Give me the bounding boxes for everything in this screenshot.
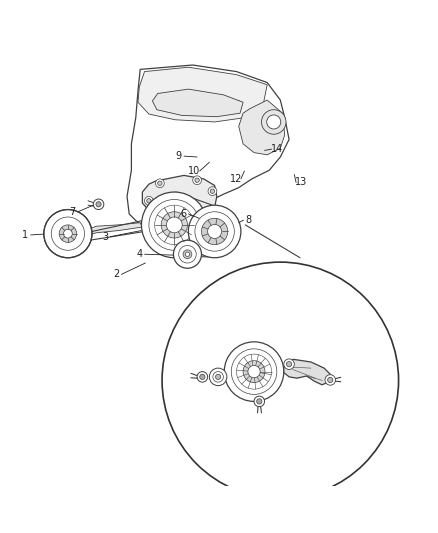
Circle shape: [200, 374, 205, 379]
Circle shape: [44, 209, 92, 258]
Text: 7: 7: [70, 207, 76, 217]
Circle shape: [208, 224, 222, 238]
Text: 4: 4: [136, 249, 142, 259]
Circle shape: [93, 199, 104, 209]
Text: 8: 8: [246, 215, 252, 225]
Polygon shape: [138, 67, 267, 122]
Circle shape: [173, 240, 201, 268]
Circle shape: [209, 368, 227, 386]
Circle shape: [261, 110, 286, 134]
Polygon shape: [152, 89, 243, 117]
Circle shape: [158, 181, 162, 185]
Circle shape: [155, 179, 164, 188]
Circle shape: [147, 199, 151, 203]
Circle shape: [161, 212, 187, 238]
Circle shape: [267, 115, 281, 129]
Circle shape: [325, 375, 336, 385]
Circle shape: [183, 250, 192, 259]
Circle shape: [162, 262, 399, 499]
Circle shape: [286, 361, 292, 367]
Circle shape: [188, 205, 241, 258]
Circle shape: [96, 201, 101, 207]
Circle shape: [215, 374, 221, 379]
Polygon shape: [85, 223, 142, 236]
Circle shape: [284, 359, 294, 369]
Text: 12: 12: [230, 174, 242, 184]
Circle shape: [166, 217, 182, 233]
Circle shape: [328, 377, 333, 383]
Circle shape: [64, 229, 72, 238]
Text: 9: 9: [176, 151, 182, 161]
Circle shape: [197, 372, 208, 382]
Text: 14: 14: [271, 144, 283, 154]
Polygon shape: [142, 175, 217, 219]
Circle shape: [257, 399, 262, 404]
Text: 13: 13: [295, 177, 307, 188]
Circle shape: [243, 361, 265, 383]
Circle shape: [195, 178, 199, 182]
Text: 10: 10: [188, 166, 201, 176]
Text: 1: 1: [22, 230, 28, 240]
Circle shape: [210, 189, 215, 193]
Circle shape: [193, 176, 201, 184]
Text: 6: 6: [180, 209, 186, 219]
Circle shape: [208, 187, 217, 196]
Circle shape: [248, 366, 260, 378]
Circle shape: [145, 197, 153, 205]
Polygon shape: [284, 359, 332, 385]
Circle shape: [201, 219, 228, 245]
Circle shape: [59, 225, 77, 243]
Circle shape: [254, 396, 265, 407]
Text: 3: 3: [102, 232, 108, 242]
Polygon shape: [239, 100, 285, 155]
Circle shape: [141, 192, 207, 258]
Text: 2: 2: [113, 269, 119, 279]
Circle shape: [185, 252, 190, 256]
Polygon shape: [127, 65, 289, 227]
Circle shape: [224, 342, 284, 401]
